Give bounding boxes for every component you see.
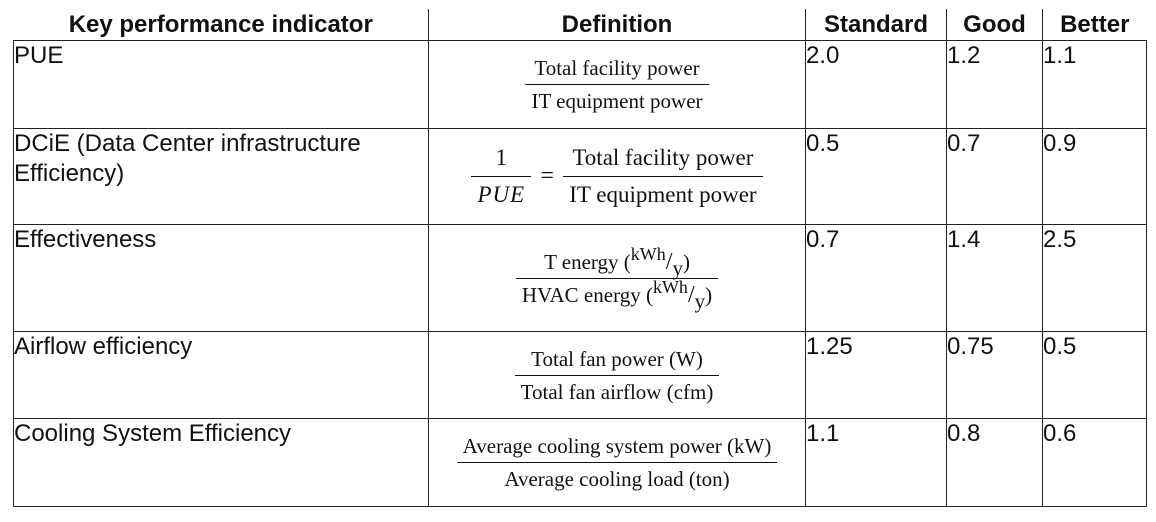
fraction-numerator: T energy (kWh/y) xyxy=(538,245,696,279)
better-value: 0.6 xyxy=(1042,418,1147,507)
fraction-numerator: Total fan power (W) xyxy=(531,346,703,371)
definition-formula: 1 PUE = Total facility power IT equipmen… xyxy=(428,128,806,225)
unit-year: y xyxy=(694,288,706,313)
good-value: 1.4 xyxy=(946,224,1043,332)
fraction-numerator: Average cooling system power (kW) xyxy=(462,434,772,458)
good-value: 0.8 xyxy=(946,418,1043,507)
fraction-bar xyxy=(515,277,719,279)
kpi-table: Key performance indicator Definition Sta… xyxy=(13,9,1147,507)
kpi-name-line: Efficiency) xyxy=(14,160,125,187)
good-value: 1.2 xyxy=(946,40,1043,129)
header-good: Good xyxy=(946,9,1043,41)
fraction: Average cooling system power (kW) Averag… xyxy=(456,433,778,492)
header-definition: Definition xyxy=(428,9,806,41)
equals-sign: = xyxy=(540,163,554,189)
close-paren: ) xyxy=(705,282,713,307)
fraction: Total facility power IT equipment power xyxy=(563,143,763,210)
table-row: Airflow efficiency Total fan power (W) T… xyxy=(13,331,1147,419)
fraction-bar xyxy=(514,374,720,376)
standard-value: 1.1 xyxy=(805,418,947,507)
definition-formula: Total facility power IT equipment power xyxy=(428,40,806,129)
good-value: 0.75 xyxy=(946,331,1043,419)
kpi-name-line: DCiE (Data Center infrastructure xyxy=(14,130,361,157)
close-paren: ) xyxy=(682,249,690,274)
fraction-numerator: Total facility power xyxy=(534,56,700,80)
standard-value: 0.7 xyxy=(805,224,947,332)
header-kpi: Key performance indicator xyxy=(13,9,429,41)
fraction: Total fan power (W) Total fan airflow (c… xyxy=(514,346,720,405)
unit-slash: / xyxy=(665,248,673,275)
table-row: Effectiveness T energy (kWh/y) HVAC ener… xyxy=(13,224,1147,332)
standard-value: 1.25 xyxy=(805,331,947,419)
fraction-denominator: Total fan airflow (cfm) xyxy=(520,379,714,404)
table-row: DCiE (Data Center infrastructure Efficie… xyxy=(13,128,1147,225)
better-value: 0.9 xyxy=(1042,128,1147,225)
kpi-name: Airflow efficiency xyxy=(13,331,429,419)
fraction-bar xyxy=(456,462,778,463)
fraction-bar xyxy=(563,176,763,177)
kpi-name: Effectiveness xyxy=(13,224,429,332)
definition-formula: T energy (kWh/y) HVAC energy (kWh/y) xyxy=(428,224,806,332)
standard-value: 2.0 xyxy=(805,40,947,129)
numerator-text: T energy ( xyxy=(544,249,631,274)
fraction: Total facility power IT equipment power xyxy=(525,55,709,114)
table-row: PUE Total facility power IT equipment po… xyxy=(13,40,1147,129)
kpi-name: PUE xyxy=(13,40,429,129)
unit-year: y xyxy=(672,255,683,280)
header-better: Better xyxy=(1042,9,1147,41)
fraction-denominator: Average cooling load (ton) xyxy=(504,467,730,491)
better-value: 0.5 xyxy=(1042,331,1147,419)
unit-kwh: kWh xyxy=(652,276,688,297)
fraction-numerator: Total facility power xyxy=(572,145,754,170)
good-value: 0.7 xyxy=(946,128,1043,225)
fraction-bar xyxy=(525,84,709,85)
definition-formula: Total fan power (W) Total fan airflow (c… xyxy=(428,331,806,419)
better-value: 2.5 xyxy=(1042,224,1147,332)
table-row: Cooling System Efficiency Average coolin… xyxy=(13,418,1147,507)
better-value: 1.1 xyxy=(1042,40,1147,129)
definition-formula: Average cooling system power (kW) Averag… xyxy=(428,418,806,507)
fraction: T energy (kWh/y) HVAC energy (kWh/y) xyxy=(515,245,719,312)
fraction-bar xyxy=(471,176,532,177)
fraction-denominator: IT equipment power xyxy=(531,89,703,113)
fraction-denominator: PUE xyxy=(477,182,526,207)
fraction: 1 PUE xyxy=(471,143,532,210)
header-standard: Standard xyxy=(805,9,947,41)
kpi-name: Cooling System Efficiency xyxy=(13,418,429,507)
header-row: Key performance indicator Definition Sta… xyxy=(13,9,1147,41)
unit-slash: / xyxy=(687,281,695,308)
fraction-denominator: HVAC energy (kWh/y) xyxy=(516,278,718,312)
fraction-numerator: 1 xyxy=(495,145,508,170)
fraction-denominator: IT equipment power xyxy=(569,182,757,207)
kpi-name: DCiE (Data Center infrastructure Efficie… xyxy=(13,128,429,225)
standard-value: 0.5 xyxy=(805,128,947,225)
unit-kwh: kWh xyxy=(630,243,666,264)
denominator-text: HVAC energy ( xyxy=(521,282,653,307)
